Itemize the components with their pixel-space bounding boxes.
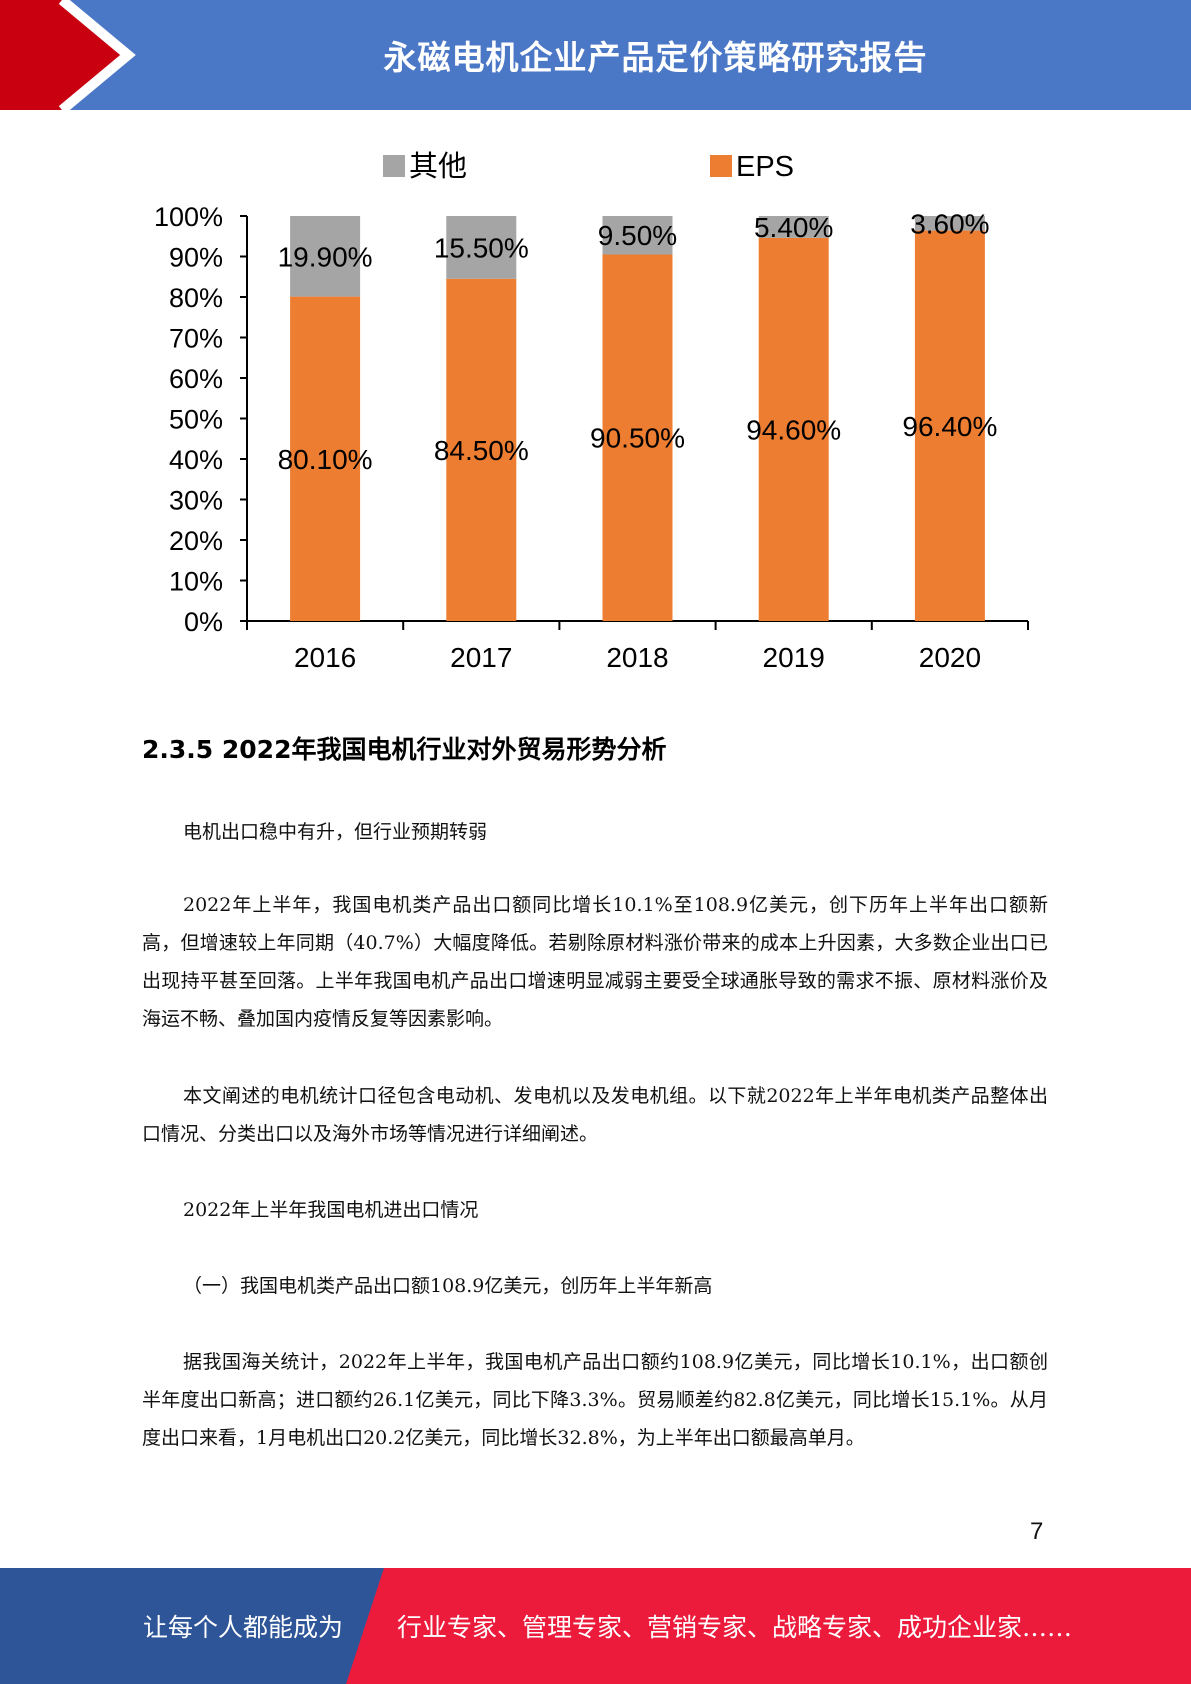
- footer-banner: [0, 1568, 1191, 1684]
- data-label-other: 19.90%: [278, 241, 373, 272]
- bar-eps: [290, 296, 361, 621]
- section-heading: 2.3.5 2022年我国电机行业对外贸易形势分析: [142, 735, 667, 764]
- bar-other: [914, 216, 985, 231]
- x-category-label: 2019: [763, 642, 825, 673]
- paragraph-subtitle: 电机出口稳中有升，但行业预期转弱: [183, 821, 488, 843]
- y-tick-label: 30%: [169, 486, 223, 516]
- data-label-eps: 96.40%: [902, 411, 997, 442]
- header-arrow-decoration: [0, 0, 136, 110]
- page-footer: 让每个人都能成为 行业专家、管理专家、营销专家、战略专家、成功企业家……: [0, 1568, 1191, 1684]
- x-category-label: 2016: [294, 642, 356, 673]
- x-category-label: 2017: [450, 642, 512, 673]
- x-category-label: 2020: [919, 642, 981, 673]
- bar-other: [446, 216, 517, 279]
- paragraph-customs-stats: 据我国海关统计，2022年上半年，我国电机产品出口额约108.9亿美元，同比增长…: [142, 1351, 1048, 1449]
- bar-eps: [446, 278, 517, 621]
- data-label-eps: 94.60%: [746, 414, 841, 445]
- report-title: 永磁电机企业产品定价策略研究报告: [383, 38, 928, 77]
- bar-eps: [758, 237, 829, 621]
- data-label-other: 5.40%: [754, 212, 833, 243]
- bar-other: [758, 216, 829, 238]
- bar-eps: [602, 254, 673, 621]
- legend-label: EPS: [736, 151, 794, 183]
- data-label-eps: 80.10%: [278, 444, 373, 475]
- y-tick-label: 80%: [169, 283, 223, 313]
- page-number: 7: [1030, 1518, 1044, 1545]
- data-label-other: 15.50%: [434, 232, 529, 263]
- data-label-eps: 90.50%: [590, 423, 685, 454]
- chart-svg: 0% 10% 20% 30% 40% 50% 60% 70% 80% 90% 100% 80.10% 1…: [154, 150, 1029, 673]
- legend-label: 其他: [409, 150, 467, 183]
- header-bar: [0, 0, 1191, 110]
- legend-swatch: [383, 155, 405, 177]
- y-tick-label: 20%: [169, 526, 223, 556]
- data-label-other: 9.50%: [598, 220, 677, 251]
- bar-eps: [914, 230, 985, 621]
- x-category-label: 2018: [606, 642, 668, 673]
- y-tick-label: 70%: [169, 324, 223, 354]
- y-tick-label: 60%: [169, 364, 223, 394]
- paragraph-scope: 本文阐述的电机统计口径包含电动机、发电机以及发电机组。以下就2022年上半年电机…: [142, 1085, 1048, 1145]
- data-label-eps: 84.50%: [434, 435, 529, 466]
- y-tick-label: 10%: [169, 567, 223, 597]
- footer-slogan-right: 行业专家、管理专家、营销专家、战略专家、成功企业家……: [397, 1613, 1073, 1642]
- page-header: 永磁电机企业产品定价策略研究报告: [0, 0, 1191, 110]
- legend-swatch: [710, 155, 732, 177]
- bar-other: [290, 216, 361, 297]
- y-tick-label: 90%: [169, 243, 223, 273]
- paragraph-export-overview: 2022年上半年，我国电机类产品出口额同比增长10.1%至108.9亿美元，创下…: [142, 894, 1048, 1030]
- data-label-other: 3.60%: [910, 208, 989, 239]
- y-tick-label: 100%: [154, 202, 223, 232]
- y-tick-label: 50%: [169, 405, 223, 435]
- paragraph-subheading: 2022年上半年我国电机进出口情况: [183, 1199, 479, 1221]
- y-tick-label: 40%: [169, 445, 223, 475]
- stacked-bar-chart: 0% 10% 20% 30% 40% 50% 60% 70% 80% 90% 100% 80.10% 1…: [130, 135, 1050, 685]
- bar-other: [602, 216, 673, 255]
- footer-slogan-left: 让每个人都能成为: [143, 1613, 344, 1642]
- y-tick-label: 0%: [184, 607, 223, 637]
- paragraph-point-one: （一）我国电机类产品出口额108.9亿美元，创历年上半年新高: [183, 1275, 713, 1297]
